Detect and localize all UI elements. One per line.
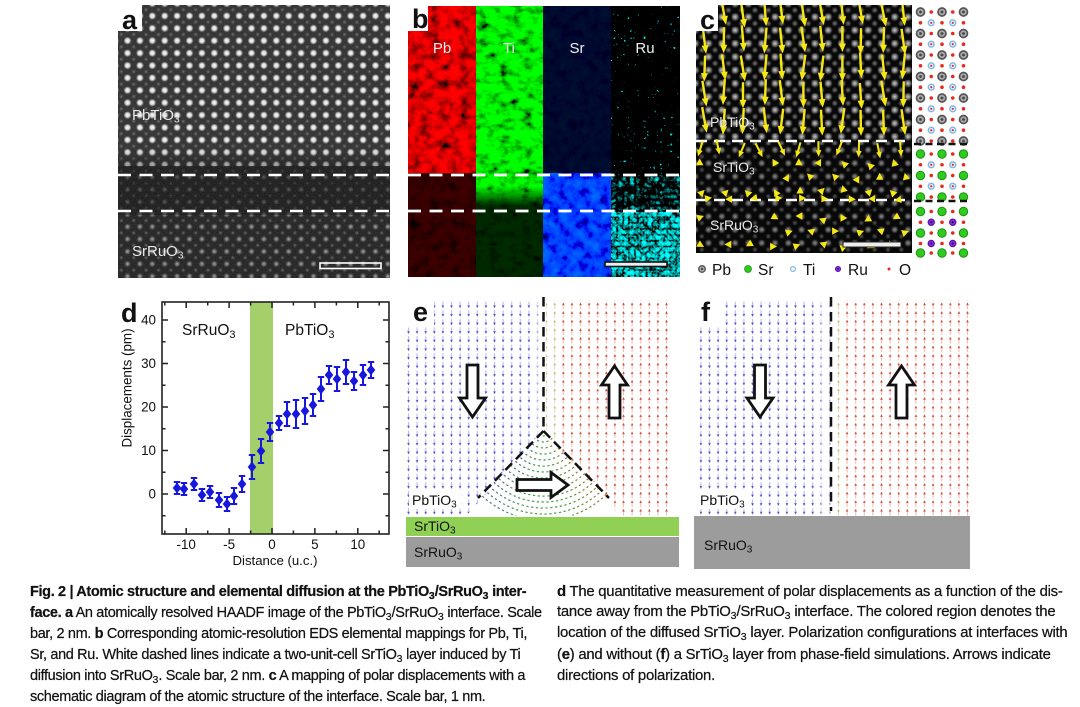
svg-text:Ru: Ru (848, 262, 868, 279)
svg-text:Distance (u.c.): Distance (u.c.) (232, 553, 317, 568)
svg-text:SrRuO3: SrRuO3 (132, 243, 184, 262)
svg-text:Sr: Sr (758, 262, 774, 279)
svg-text:Pb: Pb (712, 262, 731, 279)
svg-text:Ru: Ru (635, 40, 654, 57)
svg-text:Displacements (pm): Displacements (pm) (120, 328, 135, 447)
svg-text:SrRuO3: SrRuO3 (182, 322, 236, 341)
svg-text:20: 20 (141, 400, 156, 415)
svg-text:30: 30 (141, 356, 156, 371)
svg-text:-10: -10 (177, 537, 196, 552)
svg-text:PbTiO3: PbTiO3 (710, 114, 755, 133)
svg-text:PbTiO3: PbTiO3 (700, 492, 745, 511)
svg-text:PbTiO3: PbTiO3 (132, 107, 180, 126)
svg-text:5: 5 (311, 537, 318, 552)
svg-text:PbTiO3: PbTiO3 (285, 322, 334, 341)
svg-text:a: a (122, 5, 138, 35)
svg-text:Ti: Ti (803, 262, 815, 279)
svg-text:SrTiO3: SrTiO3 (713, 159, 755, 178)
svg-text:0: 0 (149, 487, 156, 502)
svg-text:f: f (701, 297, 711, 327)
svg-text:Sr: Sr (570, 40, 585, 57)
svg-text:40: 40 (141, 313, 156, 328)
svg-text:-5: -5 (223, 537, 235, 552)
svg-text:10: 10 (141, 443, 156, 458)
svg-text:Pb: Pb (433, 40, 451, 57)
svg-text:SrTiO3: SrTiO3 (414, 518, 456, 537)
svg-text:O: O (899, 262, 911, 279)
svg-text:b: b (412, 4, 429, 34)
svg-text:10: 10 (350, 537, 365, 552)
svg-text:SrRuO3: SrRuO3 (414, 544, 463, 563)
svg-text:PbTiO3: PbTiO3 (412, 492, 457, 511)
svg-text:0: 0 (268, 537, 275, 552)
svg-text:SrRuO3: SrRuO3 (704, 537, 753, 556)
svg-text:e: e (413, 297, 428, 327)
svg-text:Ti: Ti (503, 40, 515, 57)
svg-text:d: d (121, 298, 138, 328)
svg-text:SrRuO3: SrRuO3 (710, 217, 759, 236)
svg-text:c: c (700, 5, 715, 35)
